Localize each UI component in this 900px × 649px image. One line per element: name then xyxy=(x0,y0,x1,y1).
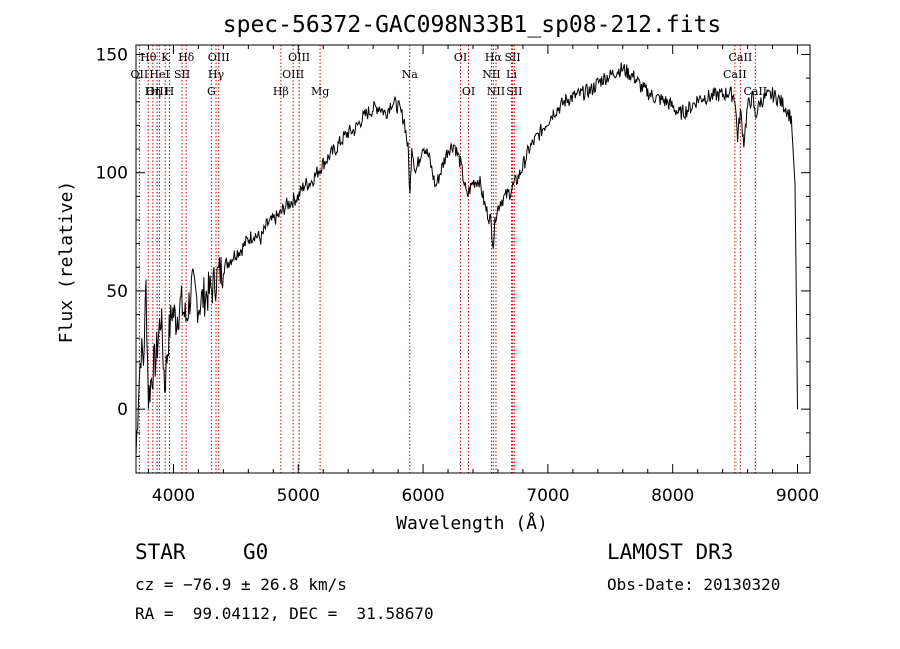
line-label: Hθ xyxy=(140,51,157,64)
observation-date: Obs-Date: 20130320 xyxy=(607,575,780,594)
line-label: Hβ xyxy=(273,85,289,98)
line-label: K xyxy=(161,51,170,64)
line-label: Hα xyxy=(485,51,503,64)
chart-title: spec-56372-GAC098N33B1_sp08-212.fits xyxy=(223,12,722,38)
x-tick-label: 9000 xyxy=(776,486,819,506)
line-label: OIII xyxy=(288,51,310,64)
line-label: Hη xyxy=(145,85,161,98)
y-tick-label: 100 xyxy=(96,164,128,184)
y-tick-label: 150 xyxy=(96,45,128,65)
line-label: SII xyxy=(504,51,520,64)
survey-name: LAMOST DR3 xyxy=(607,540,733,564)
line-label: OIII xyxy=(208,51,230,64)
line-label: CaII xyxy=(729,51,753,64)
line-label: Hδ xyxy=(178,51,195,64)
object-class: STAR xyxy=(135,540,186,564)
line-label: H xyxy=(165,85,175,98)
x-tick-label: 7000 xyxy=(526,486,569,506)
line-label: G xyxy=(207,85,216,98)
line-label: SII xyxy=(506,85,522,98)
y-axis-ticks: 0 50 100 150 xyxy=(96,45,810,456)
line-label: NII xyxy=(487,85,505,98)
spectrum-chart: spec-56372-GAC098N33B1_sp08-212.fits Hθ O… xyxy=(0,0,900,540)
line-label: CaII xyxy=(723,68,747,81)
line-label: Na xyxy=(402,68,419,81)
x-tick-label: 8000 xyxy=(651,486,694,506)
line-label: OIII xyxy=(282,68,304,81)
line-label: HeI xyxy=(149,68,169,81)
line-label: Li xyxy=(506,68,517,81)
line-label: Mg xyxy=(311,85,329,98)
line-label: SII xyxy=(174,68,190,81)
x-tick-label: 6000 xyxy=(401,486,444,506)
line-label: OI xyxy=(454,51,467,64)
x-tick-label: 5000 xyxy=(277,486,320,506)
line-label: NII xyxy=(482,68,500,81)
line-label: OII xyxy=(131,68,149,81)
x-axis-ticks: 4000 5000 6000 7000 8000 9000 xyxy=(148,45,819,506)
x-tick-label: 4000 xyxy=(152,486,195,506)
line-label: OI xyxy=(462,85,475,98)
y-tick-label: 50 xyxy=(106,282,128,302)
x-axis-label: Wavelength (Å) xyxy=(396,512,548,534)
coordinates: RA = 99.04112, DEC = 31.58670 xyxy=(135,604,434,623)
spectrum-series xyxy=(136,63,798,457)
y-tick-label: 0 xyxy=(117,400,128,420)
redshift-cz: cz = −76.9 ± 26.8 km/s xyxy=(135,575,347,594)
line-label: Hγ xyxy=(208,68,225,81)
object-subclass: G0 xyxy=(243,540,268,564)
y-axis-label: Flux (relative) xyxy=(56,181,77,344)
spectrum-line xyxy=(136,63,798,457)
